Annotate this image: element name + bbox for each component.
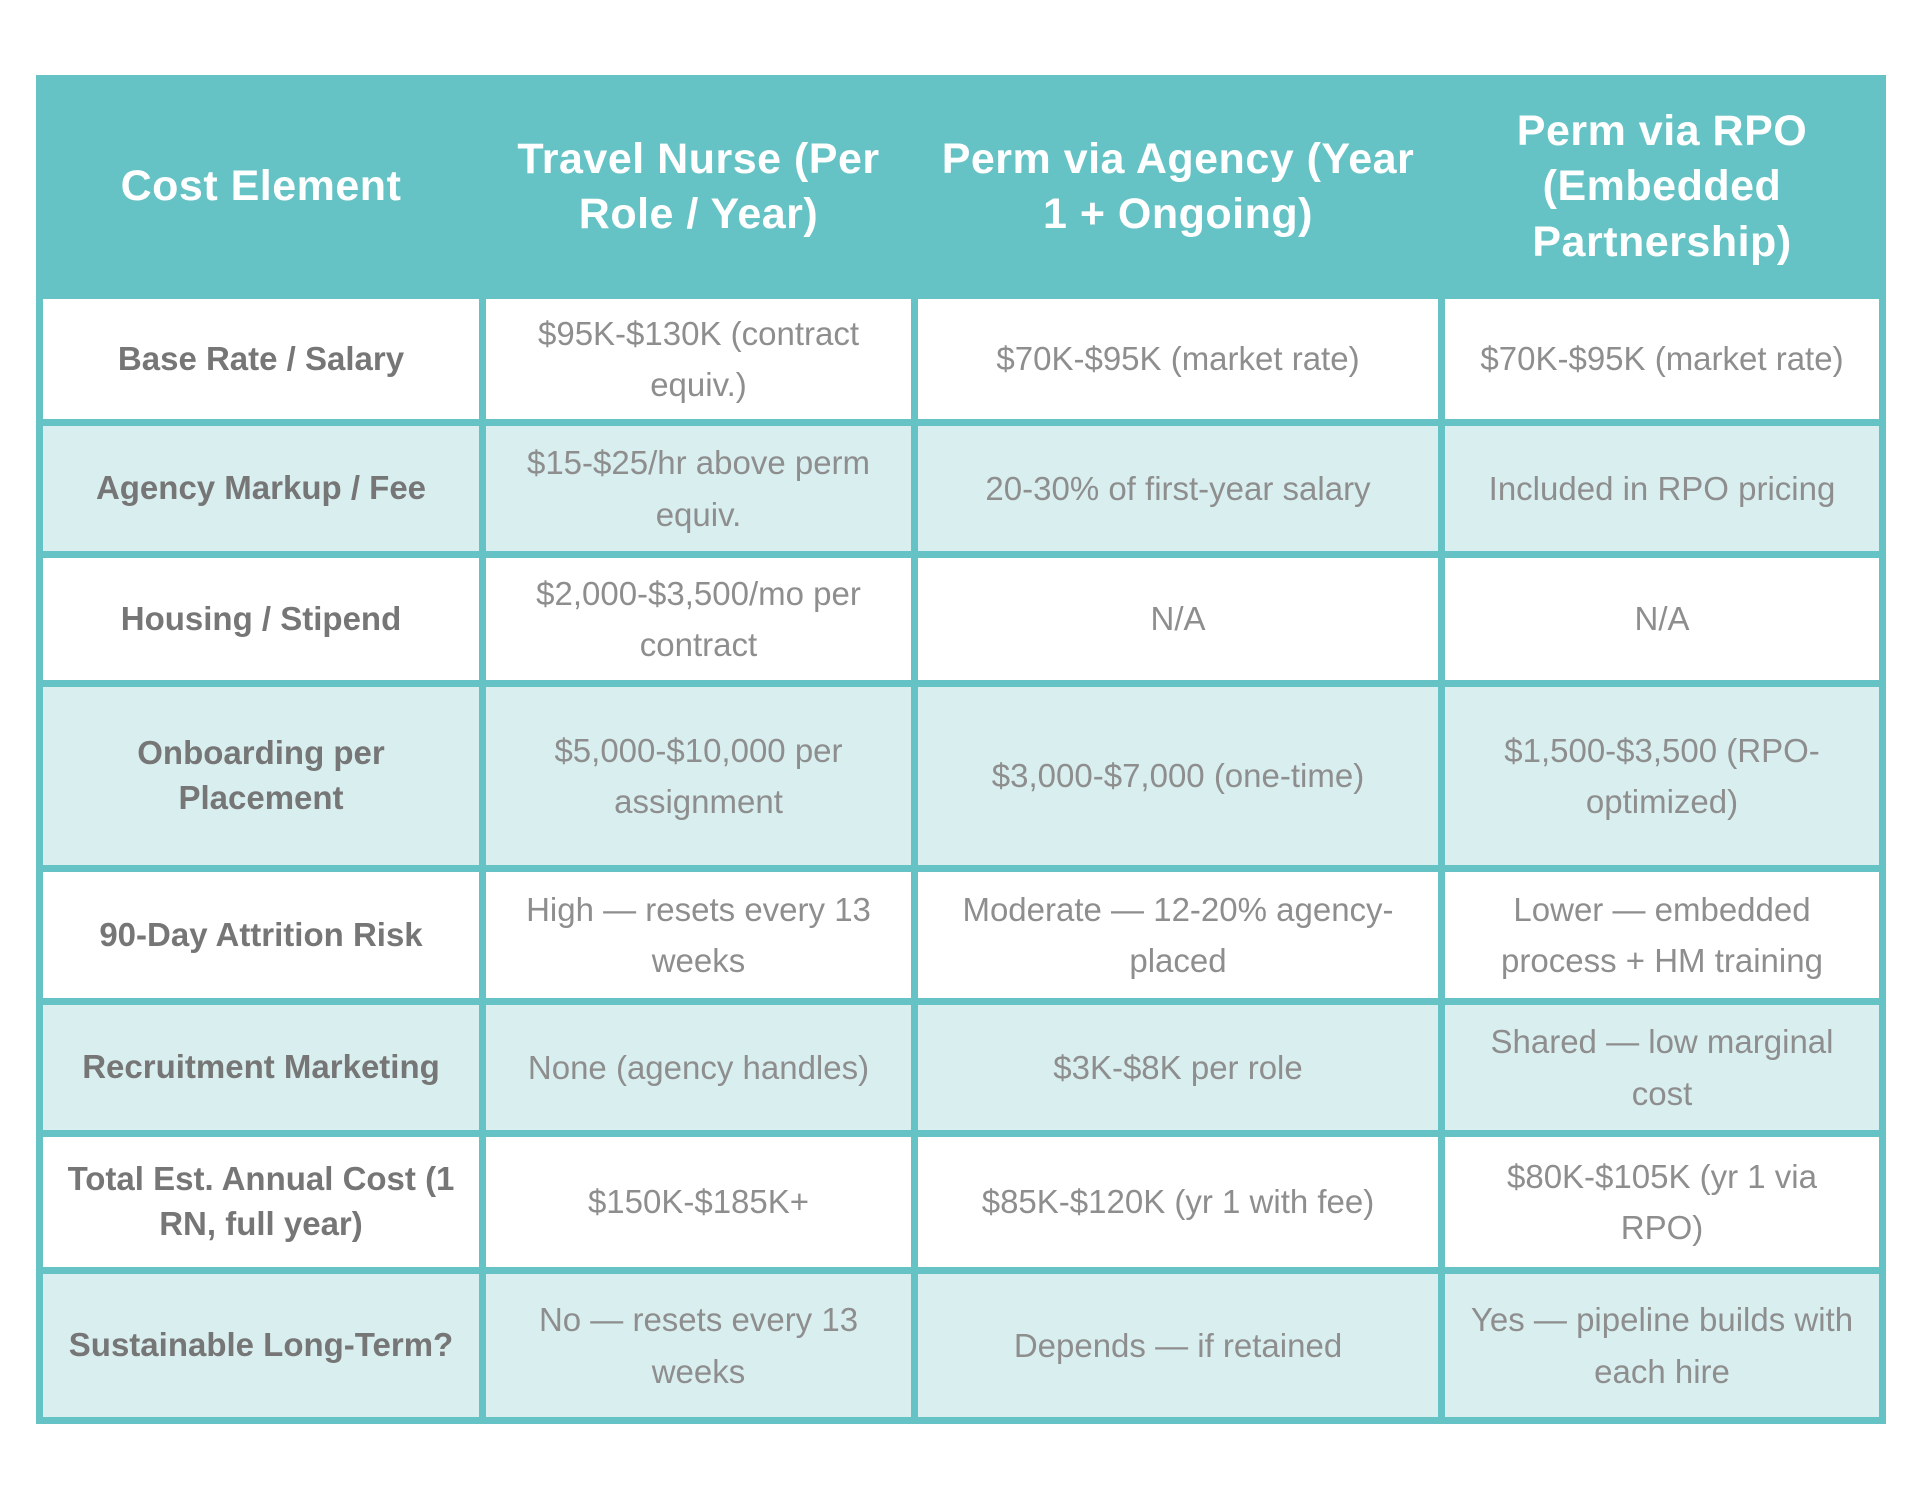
cell-marketing-agency: $3K-$8K per role [918, 1005, 1438, 1130]
cell-total-cost-agency: $85K-$120K (yr 1 with fee) [918, 1137, 1438, 1267]
cell-base-rate-agency: $70K-$95K (market rate) [918, 299, 1438, 419]
cell-sustainable-travel: No — resets every 13 weeks [486, 1274, 911, 1417]
cell-base-rate-travel: $95K-$130K (contract equiv.) [486, 299, 911, 419]
cell-attrition-rpo: Lower — embedded process + HM training [1445, 872, 1879, 998]
cell-total-cost-rpo: $80K-$105K (yr 1 via RPO) [1445, 1137, 1879, 1267]
row-label-attrition-risk: 90-Day Attrition Risk [43, 872, 479, 998]
row-label-recruitment-marketing: Recruitment Marketing [43, 1005, 479, 1130]
header-cell-perm-via-agency: Perm via Agency (Year 1 + Ongoing) [918, 82, 1438, 292]
cell-housing-agency: N/A [918, 558, 1438, 680]
cell-marketing-rpo: Shared — low marginal cost [1445, 1005, 1879, 1130]
cell-onboarding-agency: $3,000-$7,000 (one-time) [918, 687, 1438, 865]
cell-total-cost-travel: $150K-$185K+ [486, 1137, 911, 1267]
header-cell-perm-via-rpo: Perm via RPO (Embedded Partnership) [1445, 82, 1879, 292]
cell-housing-rpo: N/A [1445, 558, 1879, 680]
header-cell-travel-nurse: Travel Nurse (Per Role / Year) [486, 82, 911, 292]
row-label-onboarding: Onboarding per Placement [43, 687, 479, 865]
cell-agency-markup-travel: $15-$25/hr above perm equiv. [486, 426, 911, 551]
cell-sustainable-agency: Depends — if retained [918, 1274, 1438, 1417]
row-label-housing-stipend: Housing / Stipend [43, 558, 479, 680]
cost-comparison-table: Cost Element Travel Nurse (Per Role / Ye… [36, 75, 1886, 1424]
cell-sustainable-rpo: Yes — pipeline builds with each hire [1445, 1274, 1879, 1417]
cell-attrition-travel: High — resets every 13 weeks [486, 872, 911, 998]
cell-onboarding-travel: $5,000-$10,000 per assignment [486, 687, 911, 865]
cell-onboarding-rpo: $1,500-$3,500 (RPO-optimized) [1445, 687, 1879, 865]
cell-agency-markup-rpo: Included in RPO pricing [1445, 426, 1879, 551]
row-label-base-rate: Base Rate / Salary [43, 299, 479, 419]
cell-attrition-agency: Moderate — 12-20% agency-placed [918, 872, 1438, 998]
cell-marketing-travel: None (agency handles) [486, 1005, 911, 1130]
row-label-total-annual-cost: Total Est. Annual Cost (1 RN, full year) [43, 1137, 479, 1267]
header-cell-cost-element: Cost Element [43, 82, 479, 292]
cell-base-rate-rpo: $70K-$95K (market rate) [1445, 299, 1879, 419]
row-label-sustainable: Sustainable Long-Term? [43, 1274, 479, 1417]
cell-housing-travel: $2,000-$3,500/mo per contract [486, 558, 911, 680]
cell-agency-markup-agency: 20-30% of first-year salary [918, 426, 1438, 551]
row-label-agency-markup: Agency Markup / Fee [43, 426, 479, 551]
